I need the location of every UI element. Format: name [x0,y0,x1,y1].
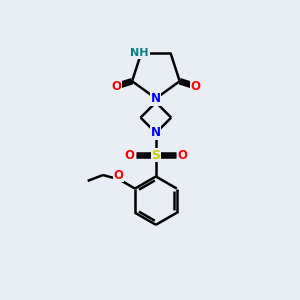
Text: O: O [114,169,124,182]
Text: NH: NH [130,48,149,58]
Text: N: N [151,92,161,105]
Text: N: N [151,126,161,140]
Text: O: O [190,80,200,93]
Text: S: S [152,148,160,161]
Text: O: O [177,148,188,161]
Text: O: O [112,80,122,93]
Text: O: O [124,148,134,161]
